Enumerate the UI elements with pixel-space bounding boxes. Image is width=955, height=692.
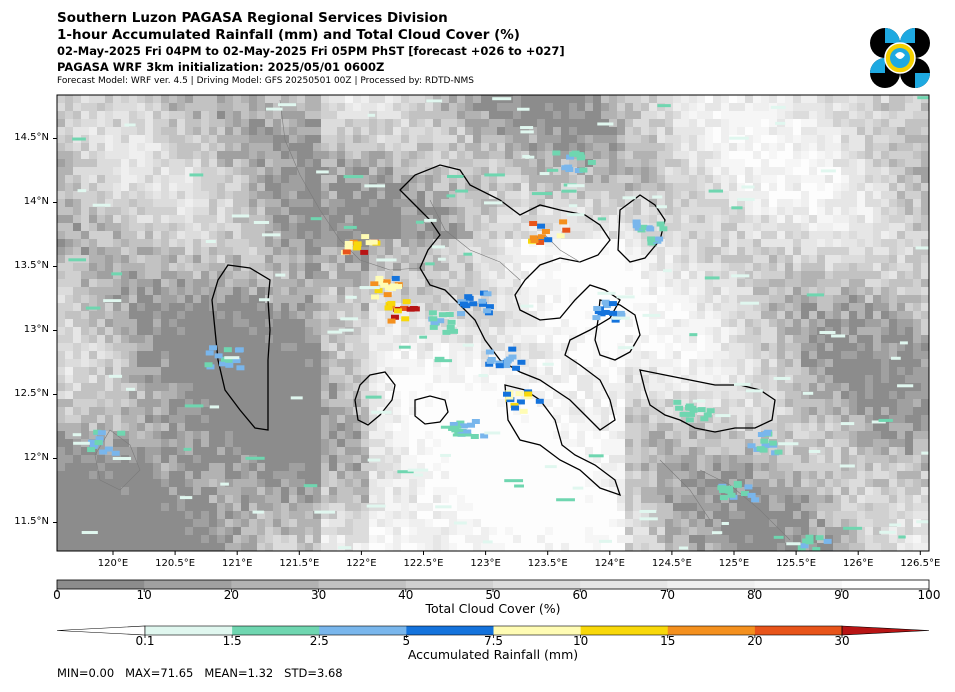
rain-colorbar-tick-label: 7.5 [483,634,504,648]
coastline-ticao [414,395,449,425]
longitude-label: 122.5°E [403,558,444,569]
cloud-colorbar-tick-label: 10 [136,588,152,602]
title-initialization: PAGASA WRF 3km initialization: 2025/05/0… [57,60,385,74]
rain-colorbar-tick-label: 1.5 [222,634,242,648]
title-model-info: Forecast Model: WRF ver. 4.5 | Driving M… [57,76,474,86]
longitude-label: 126°E [842,558,874,569]
longitude-label: 122°E [346,558,377,569]
longitude-label: 124°E [594,558,625,569]
longitude-label: 125°E [718,558,750,569]
rain-colorbar-extend-min [56,625,146,636]
longitude-label: 126.5°E [900,558,941,569]
rainfall-field [68,96,929,551]
cloud-colorbar-segment [841,580,930,589]
latitude-label: 11.5°N [14,515,49,527]
cloud-colorbar [56,580,930,592]
rain-colorbar-segment [667,626,756,635]
cloud-colorbar-tick-label: 100 [917,588,941,602]
cloud-colorbar-segment [580,580,668,589]
rain-colorbar-extend-max [841,625,930,636]
rain-colorbar-tick-label: 0.1 [135,634,155,648]
title-product: 1-hour Accumulated Rainfall (mm) and Tot… [57,27,520,43]
pagasa-logo-icon [870,28,930,88]
longitude-label: 121.5°E [279,558,320,569]
cloud-colorbar-tick-label: 70 [659,588,676,602]
rain-colorbar-tick-label: 5 [402,634,411,648]
latitude-label: 12.5°N [14,387,49,399]
cloud-colorbar-segment [667,580,756,589]
longitude-label: 120.5°E [155,558,196,569]
latitude-label: 14°N [23,195,49,207]
title-region: Southern Luzon PAGASA Regional Services … [57,10,448,26]
axis-ticks [53,138,921,555]
rain-colorbar-tick-label: 10 [572,634,589,648]
cloud-colorbar-segment [318,580,407,589]
longitude-label: 120°E [97,558,129,569]
statistics-line: MIN=0.00 MAX=71.65 MEAN=1.32 STD=3.68 [57,666,343,680]
cloud-colorbar-tick-label: 20 [223,588,240,602]
cloud-colorbar-segment [405,580,494,589]
cloud-colorbar-tick-label: 30 [310,588,327,602]
cloud-colorbar-tick-label: 0 [53,588,61,602]
coastline-mindoro [211,264,271,431]
latitude-label: 13°N [23,323,49,335]
rain-colorbar-segment [319,626,407,635]
cloud-colorbar-tick-label: 50 [485,588,501,602]
longitude-label: 123°E [470,558,501,569]
cloud-colorbar-label: Total Cloud Cover (%) [425,601,561,616]
cloud-colorbar-tick-label: 60 [572,588,588,602]
coastline-samar [639,369,776,433]
latitude-label: 12°N [23,451,49,463]
coastline-marinduque [354,371,396,426]
rain-colorbar-label: Accumulated Rainfall (mm) [407,647,579,662]
rain-colorbar-segment [580,626,669,635]
cloud-colorbar-segment [493,580,581,589]
rain-colorbar-segment [145,626,233,635]
rain-colorbar-segment [493,626,582,635]
longitude-label: 124.5°E [651,558,692,569]
rain-colorbar [56,625,930,638]
rain-colorbar-segment [406,626,494,635]
map-panel [57,95,929,551]
longitude-label: 125.5°E [776,558,817,569]
rain-colorbar-tick-label: 30 [834,634,850,648]
cloud-cover-field [57,95,929,551]
rain-colorbar-tick-label: 20 [747,634,763,648]
rain-colorbar-segment [754,626,843,635]
latitude-label: 13.5°N [14,259,49,271]
longitude-label: 123.5°E [527,558,568,569]
coastline-masbate [504,384,622,497]
rain-colorbar-segment [232,626,320,635]
cloud-colorbar-tick-label: 90 [834,588,850,602]
title-valid-period: 02-May-2025 Fri 04PM to 02-May-2025 Fri … [57,44,565,58]
cloud-colorbar-segment [231,580,320,589]
coastline-luzon-south [399,164,621,431]
rain-colorbar-tick-label: 15 [660,634,676,648]
latitude-label: 14.5°N [14,131,49,143]
cloud-colorbar-segment [754,580,843,589]
cloud-colorbar-segment [57,580,145,589]
cloud-colorbar-tick-label: 40 [398,588,414,602]
cloud-colorbar-segment [144,580,232,589]
land-outlines [211,164,776,497]
longitude-label: 121°E [221,558,253,569]
rain-colorbar-tick-label: 2.5 [309,634,329,648]
coastline-catanduanes [594,299,641,361]
cloud-colorbar-tick-label: 80 [746,588,763,602]
